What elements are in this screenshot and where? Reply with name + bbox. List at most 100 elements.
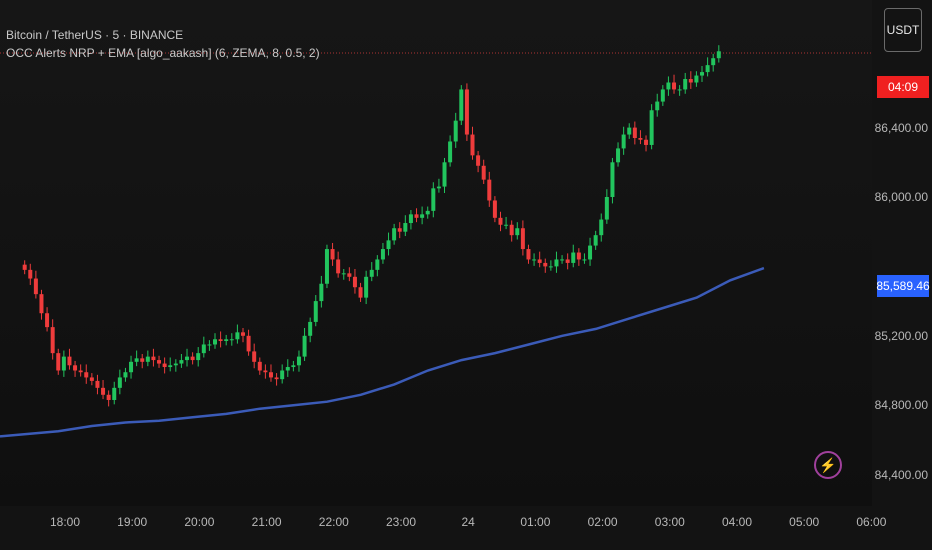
indicator-legend[interactable]: OCC Alerts NRP + EMA [algo_aakash] (6, Z… — [6, 46, 320, 60]
candle[interactable] — [162, 363, 167, 368]
candle[interactable] — [190, 356, 195, 361]
candle[interactable] — [285, 367, 290, 371]
candle[interactable] — [375, 259, 380, 270]
candle[interactable] — [599, 219, 604, 236]
candle[interactable] — [487, 179, 492, 201]
candle[interactable] — [73, 365, 78, 371]
candle[interactable] — [660, 89, 665, 102]
candle[interactable] — [380, 249, 385, 260]
candle[interactable] — [498, 217, 503, 225]
candle[interactable] — [548, 266, 553, 268]
candle[interactable] — [352, 276, 357, 288]
candle[interactable] — [89, 377, 94, 381]
candle[interactable] — [711, 58, 716, 66]
candle[interactable] — [420, 214, 425, 218]
candle[interactable] — [459, 89, 464, 121]
candle[interactable] — [291, 365, 296, 368]
candle[interactable] — [436, 186, 441, 189]
candle[interactable] — [229, 339, 234, 341]
candle[interactable] — [565, 259, 570, 263]
candle[interactable] — [324, 249, 329, 284]
candle[interactable] — [481, 165, 486, 180]
candle[interactable] — [364, 276, 369, 298]
candle[interactable] — [134, 358, 139, 362]
candle[interactable] — [56, 353, 61, 371]
candle[interactable] — [644, 139, 649, 145]
candle[interactable] — [173, 363, 178, 366]
candle[interactable] — [330, 249, 335, 260]
candle[interactable] — [235, 332, 240, 340]
candle[interactable] — [638, 138, 643, 140]
candle[interactable] — [672, 82, 677, 90]
candle[interactable] — [621, 134, 626, 149]
candle[interactable] — [593, 235, 598, 246]
candle[interactable] — [492, 200, 497, 218]
candle[interactable] — [554, 259, 559, 267]
candle[interactable] — [649, 110, 654, 145]
candle[interactable] — [694, 75, 699, 83]
candle[interactable] — [61, 356, 66, 371]
candle[interactable] — [263, 370, 268, 373]
candle[interactable] — [179, 360, 184, 364]
candle[interactable] — [78, 370, 83, 373]
candle[interactable] — [347, 273, 352, 277]
candle[interactable] — [571, 252, 576, 263]
candle[interactable] — [397, 228, 402, 232]
currency-button[interactable]: USDT — [884, 8, 922, 52]
candle[interactable] — [151, 356, 156, 361]
candle[interactable] — [140, 358, 145, 362]
candle[interactable] — [386, 240, 391, 250]
candle[interactable] — [408, 214, 413, 224]
candle[interactable] — [313, 301, 318, 322]
candle[interactable] — [336, 259, 341, 274]
candle[interactable] — [431, 188, 436, 211]
candle[interactable] — [302, 335, 307, 357]
candle[interactable] — [296, 356, 301, 366]
candle[interactable] — [45, 313, 50, 328]
candle[interactable] — [224, 339, 229, 341]
candle[interactable] — [308, 321, 313, 336]
candle[interactable] — [28, 269, 33, 279]
candle[interactable] — [246, 335, 251, 352]
candle[interactable] — [448, 141, 453, 163]
candle[interactable] — [112, 387, 117, 400]
candle[interactable] — [655, 101, 660, 111]
candle[interactable] — [129, 361, 134, 373]
candle[interactable] — [632, 127, 637, 139]
candle[interactable] — [369, 269, 374, 277]
candle[interactable] — [627, 127, 632, 135]
candle[interactable] — [240, 332, 245, 336]
candle[interactable] — [604, 197, 609, 220]
candle[interactable] — [666, 82, 671, 90]
candle[interactable] — [520, 228, 525, 250]
candle[interactable] — [168, 365, 173, 368]
candle[interactable] — [453, 120, 458, 142]
candle[interactable] — [117, 377, 122, 388]
candle[interactable] — [683, 79, 688, 90]
candle[interactable] — [526, 249, 531, 260]
price-chart[interactable] — [0, 0, 872, 506]
candle[interactable] — [274, 377, 279, 380]
candle[interactable] — [576, 252, 581, 260]
candle[interactable] — [700, 72, 705, 76]
candle[interactable] — [201, 344, 206, 354]
candle[interactable] — [95, 380, 100, 388]
candle[interactable] — [616, 148, 621, 163]
candle[interactable] — [588, 245, 593, 260]
candle[interactable] — [470, 134, 475, 156]
candle[interactable] — [185, 356, 190, 361]
candle[interactable] — [280, 370, 285, 380]
candle[interactable] — [515, 228, 520, 236]
candle[interactable] — [716, 51, 721, 59]
candle[interactable] — [532, 259, 537, 261]
candle[interactable] — [207, 344, 212, 346]
candle[interactable] — [425, 210, 430, 215]
candle[interactable] — [509, 224, 514, 236]
lightning-icon[interactable]: ⚡ — [814, 451, 842, 479]
candle[interactable] — [582, 259, 587, 261]
candle[interactable] — [537, 259, 542, 263]
candle[interactable] — [319, 283, 324, 302]
candle[interactable] — [50, 327, 55, 354]
candle[interactable] — [252, 351, 257, 362]
candle[interactable] — [341, 273, 346, 275]
